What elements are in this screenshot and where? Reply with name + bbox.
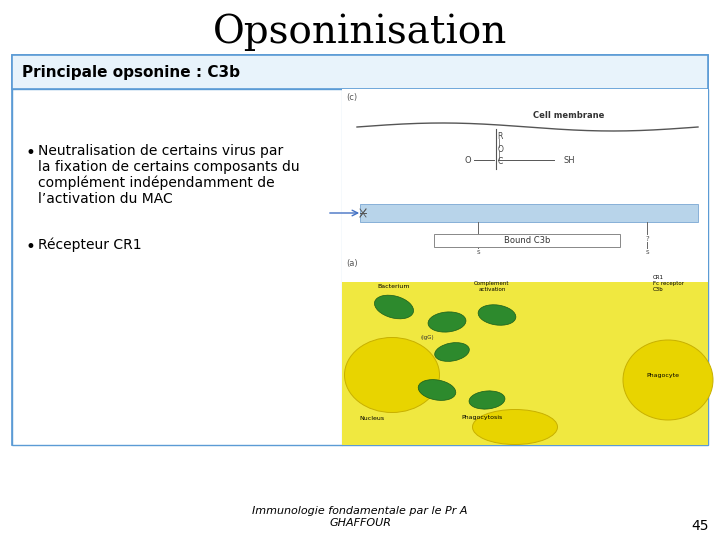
FancyBboxPatch shape (342, 257, 708, 445)
Ellipse shape (469, 391, 505, 409)
Text: Phagocytosis: Phagocytosis (462, 415, 503, 421)
Text: Phagocyte: Phagocyte (647, 373, 680, 377)
Text: O: O (498, 145, 503, 154)
Text: la fixation de certains composants du: la fixation de certains composants du (38, 160, 300, 174)
Ellipse shape (472, 409, 557, 444)
Text: •: • (26, 238, 36, 256)
FancyBboxPatch shape (342, 89, 708, 257)
Ellipse shape (344, 338, 439, 413)
Text: C: C (498, 157, 503, 166)
Text: s: s (646, 249, 649, 255)
FancyBboxPatch shape (434, 234, 620, 247)
Text: (a): (a) (346, 259, 358, 268)
Text: ?: ? (477, 236, 480, 242)
Text: Immunologie fondamentale par le Pr A
GHAFFOUR: Immunologie fondamentale par le Pr A GHA… (252, 505, 468, 528)
FancyBboxPatch shape (342, 282, 708, 445)
Text: Complement
activation: Complement activation (474, 281, 510, 292)
FancyBboxPatch shape (12, 89, 708, 445)
Text: Principale opsonine : C3b: Principale opsonine : C3b (22, 64, 240, 79)
Text: (c): (c) (346, 93, 357, 102)
Text: CR1
Fc receptor
C3b: CR1 Fc receptor C3b (653, 275, 684, 292)
Ellipse shape (374, 295, 413, 319)
Text: Récepteur CR1: Récepteur CR1 (38, 238, 142, 253)
Text: O: O (464, 156, 471, 165)
Text: Bacterium: Bacterium (378, 284, 410, 289)
Text: •: • (26, 144, 36, 162)
Text: |: | (498, 138, 500, 147)
Text: 45: 45 (691, 519, 708, 533)
Text: ?: ? (645, 236, 649, 242)
Ellipse shape (478, 305, 516, 325)
Text: Cell membrane: Cell membrane (534, 111, 605, 120)
Ellipse shape (428, 312, 466, 332)
Text: complément indépendamment de: complément indépendamment de (38, 176, 274, 191)
Text: (IgG): (IgG) (420, 334, 434, 340)
Text: s: s (477, 249, 480, 255)
Ellipse shape (418, 380, 456, 400)
Text: |: | (498, 151, 500, 159)
Text: Bound C3b: Bound C3b (504, 236, 551, 245)
Text: SH: SH (563, 156, 575, 165)
Text: Nucleus: Nucleus (359, 415, 384, 421)
Ellipse shape (435, 343, 469, 361)
Text: Neutralisation de certains virus par: Neutralisation de certains virus par (38, 144, 283, 158)
Text: R: R (498, 132, 503, 141)
FancyBboxPatch shape (12, 55, 708, 445)
Ellipse shape (623, 340, 713, 420)
FancyBboxPatch shape (12, 55, 708, 89)
Text: l’activation du MAC: l’activation du MAC (38, 192, 173, 206)
FancyBboxPatch shape (360, 204, 698, 222)
Text: Opsoninisation: Opsoninisation (213, 14, 507, 51)
